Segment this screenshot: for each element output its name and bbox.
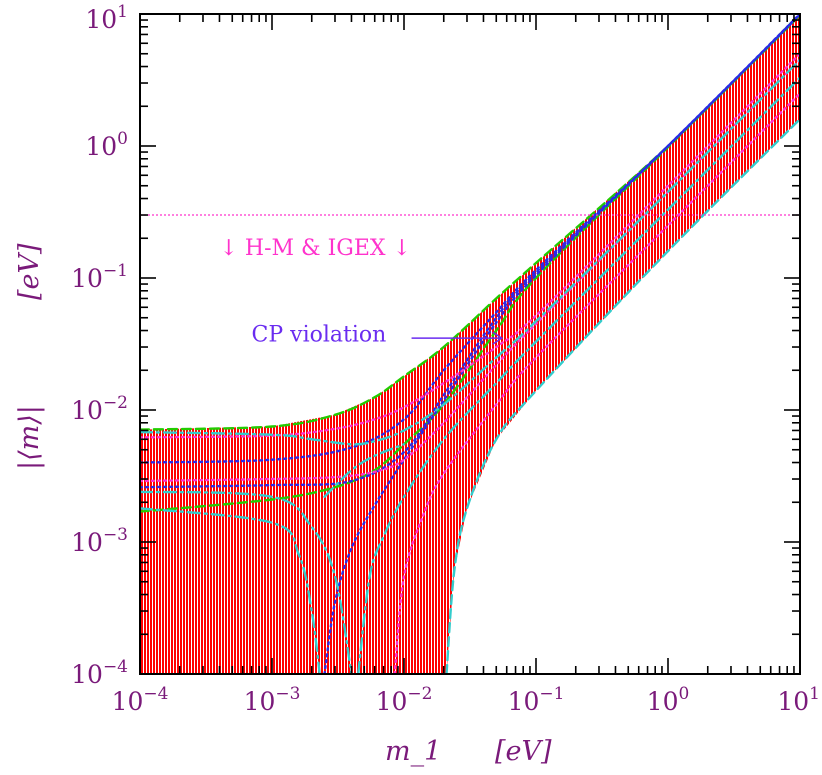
y-axis-unit: [eV] [14,243,45,300]
x-tick-label: 100 [647,684,690,716]
series-line-5 [323,14,800,674]
x-tick-label: 10−1 [508,684,565,716]
x-axis-label: m_1 [385,736,441,767]
x-tick-labels: 10−4 10−3 10−2 10−1 100 101 [112,684,820,716]
series-line-9 [140,58,800,446]
series-line-12 [323,443,406,498]
ticks-layer [139,13,801,675]
plot-area [140,14,800,674]
series-line-6 [140,52,800,439]
y-tick-label: 10−3 [71,525,128,557]
x-tick-label: 10−3 [244,684,301,716]
x-tick-label: 101 [777,684,820,716]
series-line-8 [393,92,800,674]
series-line-14 [445,117,800,674]
x-tick-label: 10−2 [376,684,433,716]
cp-violation-annotation: CP violation [252,323,387,348]
series-line-13 [357,76,800,674]
y-axis-label: |⟨m⟩| [14,405,45,470]
y-tick-label: 100 [85,129,128,161]
series-line-10 [140,490,353,674]
hm-igex-annotation: ↓ H-M & IGEX ↓ [219,236,411,261]
y-tick-label: 10−4 [71,657,128,689]
series-line-11 [140,507,321,674]
cp-violation-arrow [411,331,504,345]
y-tick-label: 10−2 [71,393,128,425]
plot-frame [139,13,801,675]
x-tick-label: 10−4 [112,684,169,716]
series-layer [140,14,800,674]
x-axis-unit: [eV] [495,736,552,767]
y-tick-label: 10−1 [71,261,128,293]
y-tick-labels: 10−4 10−3 10−2 10−1 100 101 [71,2,128,689]
y-tick-label: 101 [85,2,128,34]
